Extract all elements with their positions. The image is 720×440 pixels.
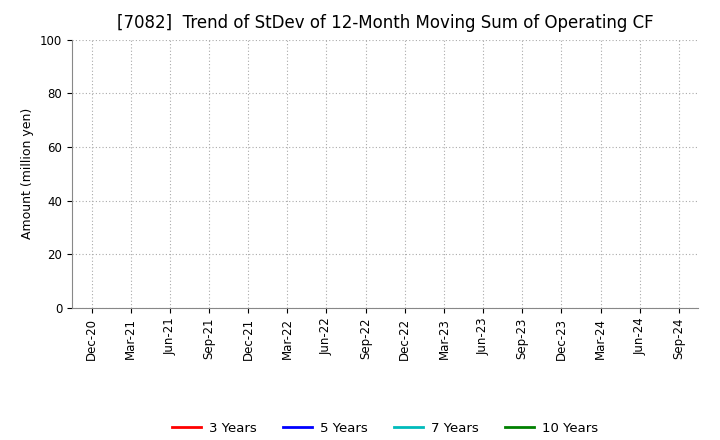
Y-axis label: Amount (million yen): Amount (million yen) <box>22 108 35 239</box>
Title: [7082]  Trend of StDev of 12-Month Moving Sum of Operating CF: [7082] Trend of StDev of 12-Month Moving… <box>117 15 654 33</box>
Legend: 3 Years, 5 Years, 7 Years, 10 Years: 3 Years, 5 Years, 7 Years, 10 Years <box>167 417 603 440</box>
